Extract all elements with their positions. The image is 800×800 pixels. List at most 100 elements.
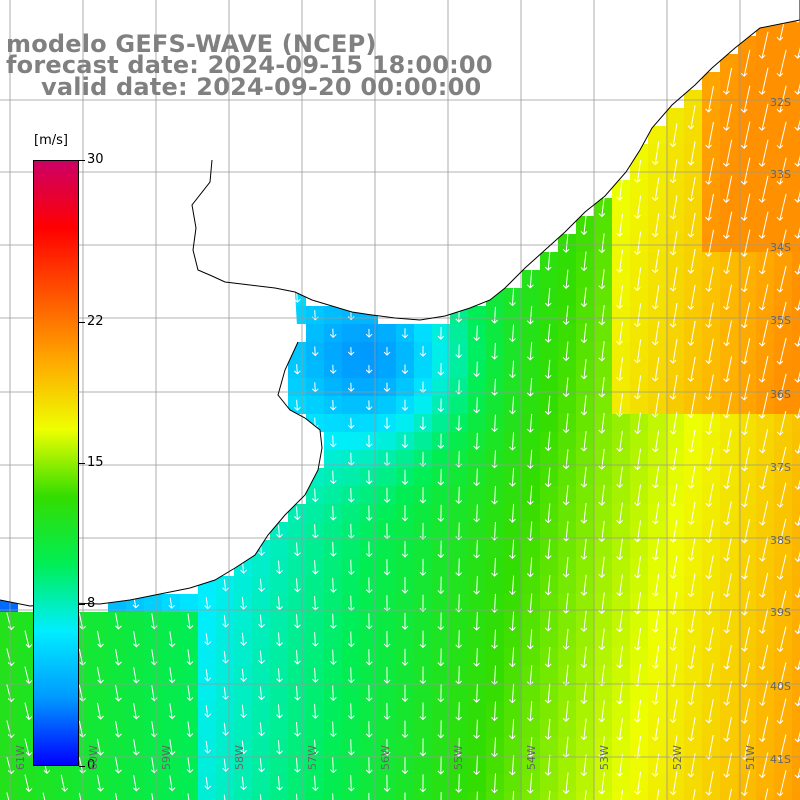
- wind-arrow: [276, 668, 283, 683]
- wind-speed-cell: [342, 540, 360, 558]
- wind-arrow: [24, 702, 33, 721]
- wind-speed-cell: [594, 540, 612, 558]
- wind-speed-cell: [684, 486, 702, 504]
- wind-arrow: [455, 630, 463, 649]
- wind-speed-cell: [666, 432, 684, 450]
- wind-arrow: [758, 320, 769, 347]
- wind-arrow: [544, 754, 552, 776]
- wind-arrow: [705, 121, 714, 149]
- wind-speed-cell: [468, 666, 486, 684]
- latitude-label: 37S: [770, 461, 791, 474]
- wind-speed-cell: [396, 774, 414, 792]
- wind-speed-cell: [720, 792, 738, 800]
- wind-speed-cell: [684, 270, 702, 288]
- wind-speed-cell: [414, 432, 432, 450]
- latitude-label: 36S: [770, 388, 791, 401]
- wind-arrow: [78, 792, 82, 800]
- wind-speed-cell: [576, 342, 594, 360]
- wind-speed-cell: [720, 738, 738, 756]
- wind-arrow: [705, 374, 714, 401]
- wind-arrow: [616, 502, 623, 525]
- wind-speed-cell: [558, 504, 576, 522]
- wind-speed-cell: [594, 504, 612, 522]
- longitude-label: 60W: [87, 745, 100, 770]
- wind-arrow: [620, 789, 623, 800]
- wind-speed-cell: [684, 630, 702, 648]
- wind-speed-cell: [162, 756, 180, 774]
- wind-speed-cell: [558, 684, 576, 702]
- wind-arrow: [419, 630, 427, 649]
- wind-speed-cell: [468, 630, 486, 648]
- colorbar-tick-mark: [79, 604, 85, 606]
- wind-speed-cell: [108, 702, 126, 720]
- wind-arrow: [651, 393, 660, 418]
- wind-speed-cell: [486, 576, 504, 594]
- wind-arrow: [723, 609, 732, 634]
- wind-arrow: [455, 486, 463, 505]
- wind-arrow: [544, 503, 552, 524]
- wind-speed-cell: [306, 648, 324, 666]
- wind-arrow: [347, 631, 355, 648]
- wind-arrow: [526, 270, 534, 289]
- wind-arrow: [347, 595, 355, 612]
- wind-arrow: [368, 792, 370, 800]
- wind-speed-cell: [774, 576, 792, 594]
- wind-arrow: [687, 645, 696, 670]
- wind-speed-cell: [558, 756, 576, 774]
- wind-arrow: [723, 680, 732, 706]
- wind-arrow: [723, 465, 732, 490]
- colorbar-tick-label: 22: [87, 313, 104, 329]
- wind-speed-cell: [144, 738, 162, 756]
- wind-speed-cell: [504, 450, 522, 468]
- wind-arrow: [758, 31, 769, 59]
- wind-speed-cell: [594, 396, 612, 414]
- wind-speed-cell: [594, 684, 612, 702]
- wind-arrow: [544, 539, 552, 560]
- wind-arrow: [616, 574, 623, 597]
- longitude-label: 51W: [744, 745, 757, 770]
- wind-speed-cell: [594, 720, 612, 738]
- wind-speed-cell: [738, 216, 756, 234]
- wind-arrow: [758, 500, 769, 526]
- wind-speed-cell: [0, 792, 18, 800]
- wind-speed-cell: [594, 648, 612, 666]
- wind-speed-cell: [558, 720, 576, 738]
- wind-speed-cell: [630, 756, 648, 774]
- wind-arrow: [419, 774, 427, 793]
- wind-arrow: [115, 756, 122, 774]
- wind-arrow: [669, 591, 678, 615]
- wind-speed-cell: [486, 648, 504, 666]
- wind-speed-cell: [792, 288, 800, 306]
- wind-arrow: [544, 611, 552, 632]
- wind-arrow: [758, 67, 769, 95]
- wind-speed-cell: [666, 576, 684, 594]
- wind-speed-cell: [774, 144, 792, 162]
- wind-arrow: [651, 681, 660, 705]
- wind-arrow: [455, 702, 463, 721]
- wind-arrow: [722, 139, 733, 167]
- wind-speed-cell: [738, 360, 756, 378]
- wind-speed-cell: [702, 720, 720, 738]
- wind-speed-cell: [774, 504, 792, 522]
- wind-speed-cell: [738, 288, 756, 306]
- wind-arrow: [741, 519, 751, 544]
- wind-speed-cell: [180, 702, 198, 720]
- wind-speed-cell: [126, 612, 144, 630]
- wind-speed-cell: [702, 468, 720, 486]
- wind-arrow: [758, 139, 769, 167]
- wind-speed-cell: [792, 594, 800, 612]
- colorbar-tick-mark: [79, 160, 85, 161]
- wind-speed-cell: [720, 378, 738, 396]
- wind-arrow: [616, 718, 623, 741]
- wind-speed-cell: [342, 324, 360, 342]
- wind-arrow: [562, 521, 570, 542]
- wind-arrow: [741, 590, 751, 616]
- wind-speed-cell: [558, 576, 576, 594]
- wind-arrow: [365, 613, 373, 630]
- wind-speed-cell: [702, 648, 720, 666]
- wind-speed-cell: [648, 414, 666, 432]
- wind-arrow: [544, 359, 552, 379]
- colorbar-tick-label: 15: [87, 455, 104, 470]
- wind-arrow: [365, 435, 373, 448]
